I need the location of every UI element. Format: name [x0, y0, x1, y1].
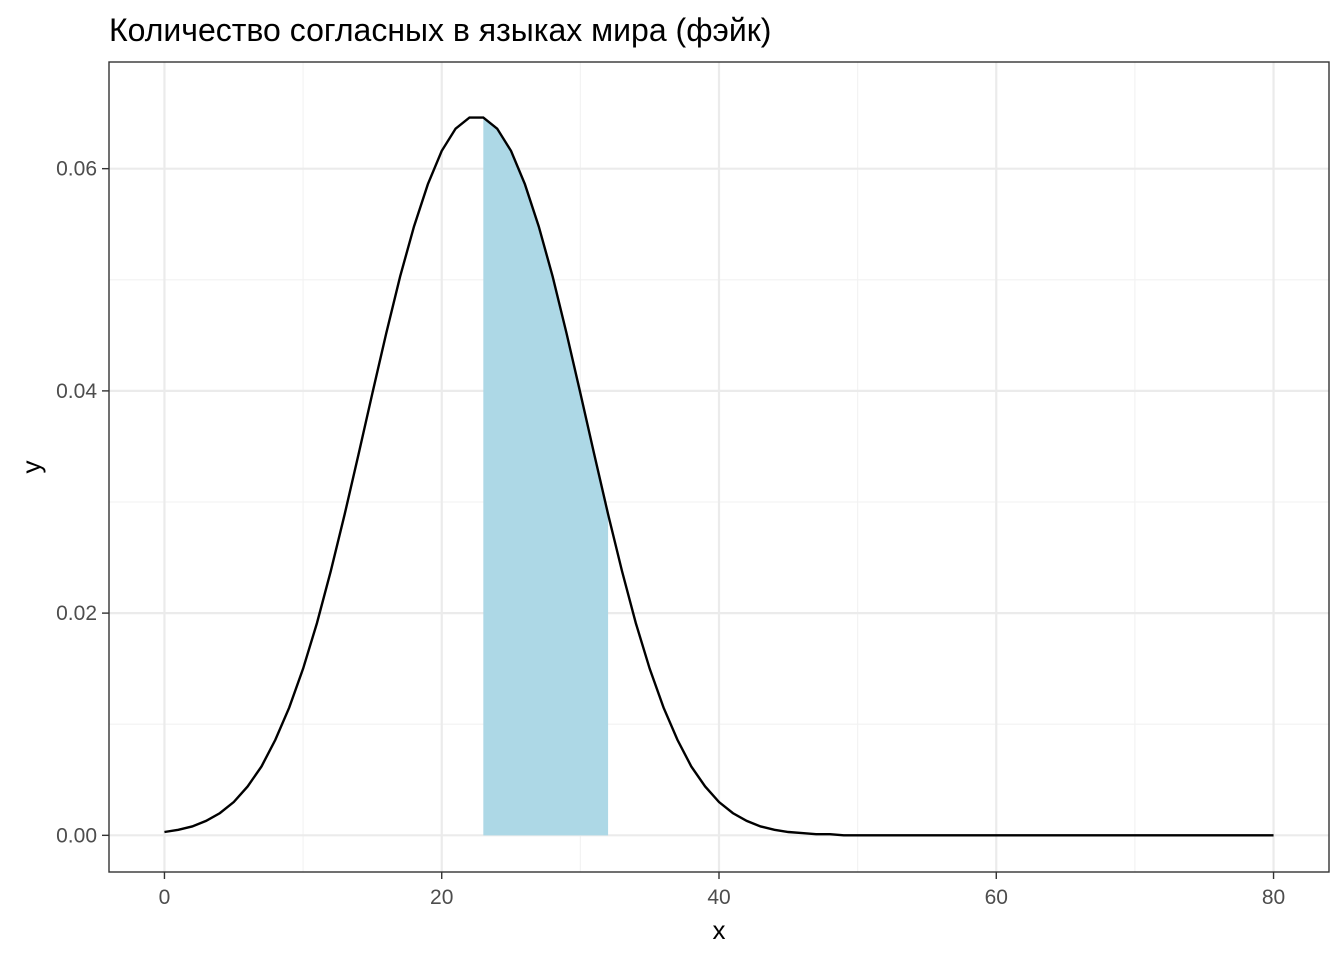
x-tick-label: 80 [1262, 886, 1285, 909]
x-tick-label: 60 [985, 886, 1008, 909]
y-axis-ticks: 0.00 0.02 0.04 0.06 [56, 158, 109, 847]
line-layer [164, 116, 1274, 837]
y-tick-label: 0.06 [56, 158, 97, 181]
shaded-area [483, 117, 609, 836]
area-layer [483, 117, 609, 836]
y-axis-title: y [16, 461, 46, 474]
density-curve [164, 116, 1274, 837]
y-tick-label: 0.00 [56, 824, 97, 847]
x-axis-title: x [713, 915, 726, 945]
x-tick-label: 0 [159, 886, 171, 909]
grid-major [109, 62, 1329, 872]
x-tick-label: 20 [430, 886, 453, 909]
x-axis-ticks: 0 20 40 60 80 [159, 872, 1285, 909]
chart-title: Количество согласных в языках мира (фэйк… [109, 12, 771, 48]
y-tick-label: 0.04 [56, 380, 97, 403]
y-tick-label: 0.02 [56, 602, 97, 625]
x-tick-label: 40 [707, 886, 730, 909]
